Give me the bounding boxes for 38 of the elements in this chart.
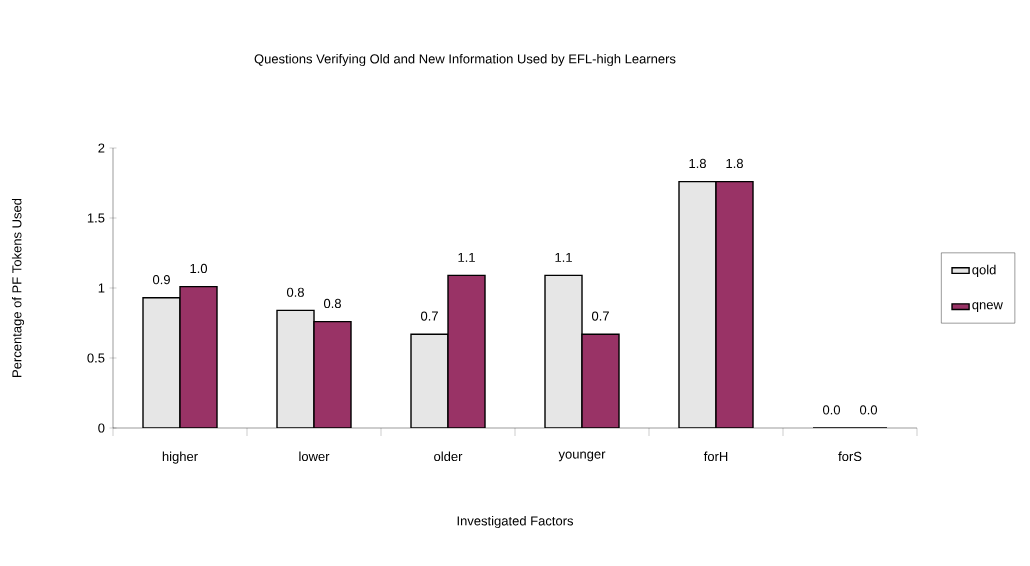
bar: [313, 320, 352, 428]
data-label: 0.9: [152, 275, 170, 285]
bar: [447, 274, 486, 428]
x-axis-title: Investigated Factors: [457, 515, 574, 529]
data-label: 0.7: [420, 311, 438, 321]
bar: [410, 333, 449, 428]
x-tick-label: lower: [299, 451, 330, 462]
data-label: 1.8: [689, 158, 706, 169]
bar: [581, 333, 620, 428]
bar: [544, 274, 583, 428]
legend-label: qnew: [972, 302, 1003, 312]
x-tick-label: older: [434, 451, 463, 462]
y-tick-label: 1.5: [87, 213, 105, 223]
bar: [715, 180, 754, 428]
data-label: 1.1: [555, 252, 572, 262]
x-tick-label: younger: [558, 451, 606, 462]
data-label: 0.0: [822, 405, 841, 415]
x-tick-label: higher: [162, 451, 198, 464]
data-label: 1.0: [190, 263, 208, 274]
data-label: 0.8: [286, 287, 304, 297]
y-tick-label: 0.5: [87, 353, 105, 363]
data-label: 0.0: [859, 405, 878, 415]
chart-title: Questions Verifying Old and New Information Used by EFL-high Learners: [254, 53, 676, 67]
bar: [179, 285, 218, 428]
bar: [276, 309, 315, 428]
y-tick-label: 0: [98, 423, 105, 433]
legend-label: qold: [972, 264, 996, 277]
y-tick-label: 1: [98, 283, 105, 293]
x-tick-label: forS: [838, 451, 862, 462]
y-axis-title: Percentage of PF Tokens Used: [11, 198, 25, 377]
bar: [678, 180, 717, 428]
data-label: 1.1: [458, 252, 475, 262]
bar: [142, 297, 181, 428]
data-label: 1.8: [726, 158, 743, 169]
data-label: 0.7: [591, 311, 609, 321]
data-label: 0.8: [323, 298, 341, 309]
y-tick-label: 2: [98, 143, 105, 153]
x-tick-label: forH: [703, 451, 728, 462]
